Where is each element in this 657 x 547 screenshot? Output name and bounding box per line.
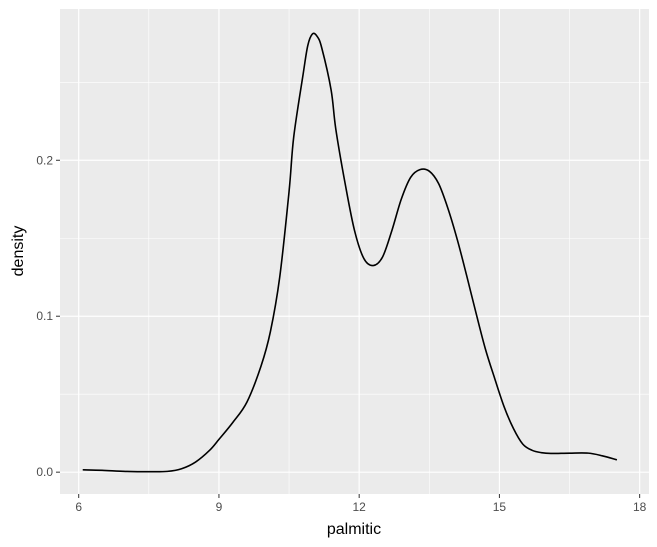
x-tick-label: 15: [493, 500, 507, 514]
x-tick-label: 9: [216, 500, 223, 514]
x-tick-label: 12: [352, 500, 366, 514]
density-curve: [82, 32, 618, 473]
x-tick-label: 18: [633, 500, 647, 514]
y-tick-label: 0.0: [36, 465, 53, 479]
series-layer: [82, 32, 618, 473]
y-tick-label: 0.1: [36, 309, 53, 323]
minor-gridlines: [60, 9, 649, 494]
y-tick-label: 0.2: [36, 153, 53, 167]
y-axis: 0.0 0.1 0.2: [36, 153, 60, 479]
y-axis-title: density: [10, 226, 27, 277]
x-tick-label: 6: [75, 500, 82, 514]
major-gridlines: [60, 9, 649, 494]
x-axis-title: palmitic: [327, 521, 381, 538]
plot-panel: [60, 9, 649, 494]
x-axis: 6 9 12 15 18: [75, 494, 647, 514]
